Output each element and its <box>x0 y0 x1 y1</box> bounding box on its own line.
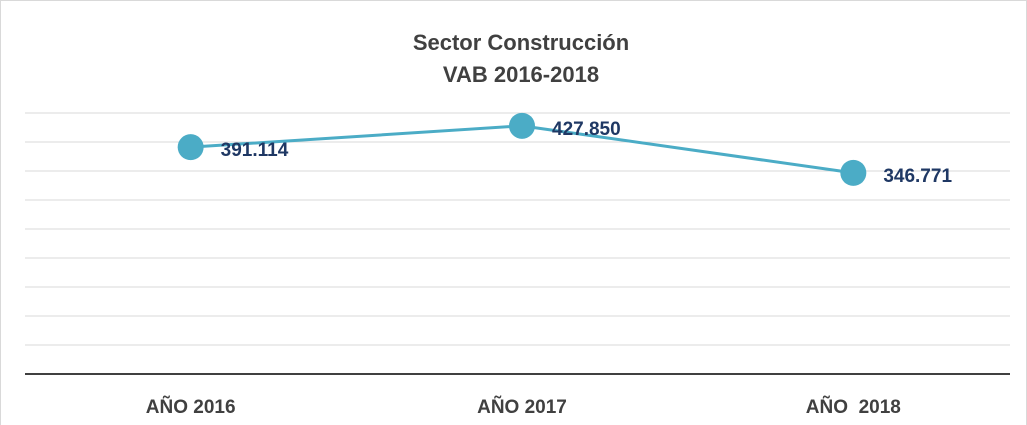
chart-subtitle: VAB 2016-2018 <box>443 62 599 87</box>
marker <box>840 159 867 186</box>
x-tick-label: AÑO 2017 <box>477 396 567 418</box>
marker <box>177 134 204 161</box>
data-label: 427.850 <box>552 119 621 140</box>
data-label: 391.114 <box>221 140 289 161</box>
data-label: 346.771 <box>883 166 952 187</box>
x-tick-label: AÑO 2016 <box>146 396 236 418</box>
chart-title: Sector Construcción <box>413 30 629 55</box>
marker <box>509 112 535 139</box>
x-tick-label: AÑO 2018 <box>806 396 901 418</box>
